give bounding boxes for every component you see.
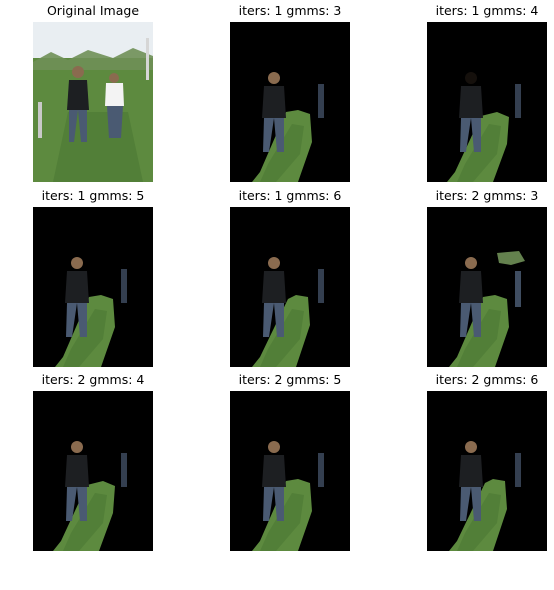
segmentation-panel [427, 207, 547, 367]
segmentation-panel [230, 391, 350, 551]
panel-title: iters: 2 gmms: 5 [238, 372, 342, 387]
segmentation-panel [427, 22, 547, 182]
segmentation-result [230, 391, 350, 551]
segmentation-result [33, 207, 153, 367]
panel-title: iters: 1 gmms: 3 [238, 3, 342, 18]
segmentation-result [427, 22, 547, 182]
original-photo [33, 22, 153, 182]
segmentation-result [427, 207, 547, 367]
segmentation-panel [33, 391, 153, 551]
panel-title: iters: 2 gmms: 3 [435, 188, 539, 203]
panel-title: iters: 1 gmms: 4 [435, 3, 539, 18]
segmentation-result [427, 391, 547, 551]
segmentation-result [230, 22, 350, 182]
segmentation-panel [427, 391, 547, 551]
panel-title: iters: 1 gmms: 6 [238, 188, 342, 203]
panel-title: iters: 2 gmms: 6 [435, 372, 539, 387]
segmentation-result [230, 207, 350, 367]
original-image-panel [33, 22, 153, 182]
panel-title: Original Image [46, 3, 140, 18]
segmentation-panel [33, 207, 153, 367]
panel-title: iters: 1 gmms: 5 [41, 188, 145, 203]
segmentation-result [33, 391, 153, 551]
segmentation-panel [230, 22, 350, 182]
panel-title: iters: 2 gmms: 4 [41, 372, 145, 387]
segmentation-panel [230, 207, 350, 367]
